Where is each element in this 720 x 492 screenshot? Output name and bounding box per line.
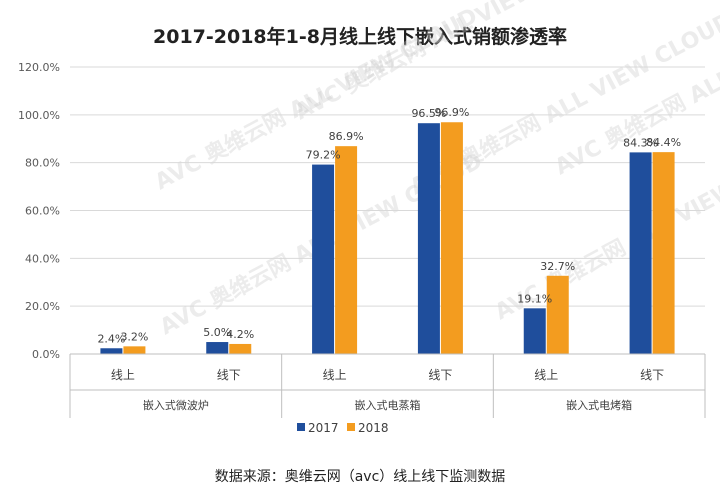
labels-layer: 2.4%3.2% 5.0%4.2% 79.2% 86.9% 96.5%96.9% 19.1… xyxy=(97,106,681,345)
bar-2017-1 xyxy=(206,342,229,354)
data-label-2017-3: 96.5% xyxy=(411,107,446,120)
bars-layer xyxy=(100,122,675,355)
x-tick-label-1: 线下 xyxy=(217,368,241,382)
data-label-2018-5: 84.4% xyxy=(646,136,681,149)
y-tick-label-2: 40.0% xyxy=(25,252,60,265)
chart-title: 2017-2018年1-8月线上线下嵌入式销额渗透率 xyxy=(153,26,567,48)
group-label-2: 嵌入式电烤箱 xyxy=(566,398,632,412)
legend-label-2018: 2018 xyxy=(358,421,389,435)
grid-layer xyxy=(70,66,705,307)
y-tick-label-6: 120.0% xyxy=(18,61,60,74)
bar-2017-0 xyxy=(100,348,123,354)
data-label-2017-1: 5.0% xyxy=(203,326,231,339)
bar-2017-3 xyxy=(417,123,440,355)
bar-2018-5 xyxy=(652,152,675,354)
data-label-2018-0: 3.2% xyxy=(120,330,148,343)
axis-layer: 0.0% 20.0% 40.0% 60.0% 80.0% 100.0% 120.0% 线上 线下… xyxy=(18,61,706,418)
data-label-2018-4: 32.7% xyxy=(540,260,575,273)
y-tick-label-5: 100.0% xyxy=(18,109,60,122)
bar-2018-1 xyxy=(229,343,252,354)
data-label-2017-2: 79.2% xyxy=(306,149,341,162)
legend-swatch-2018 xyxy=(347,423,355,431)
legend-swatch-2017 xyxy=(297,423,305,431)
y-tick-label-4: 80.0% xyxy=(25,157,60,170)
x-tick-label-4: 线上 xyxy=(534,368,558,382)
data-label-2017-0: 2.4% xyxy=(97,332,125,345)
data-label-2018-1: 4.2% xyxy=(226,328,254,341)
bar-2018-0 xyxy=(123,346,146,354)
bar-2018-4 xyxy=(546,275,569,354)
group-label-0: 嵌入式微波炉 xyxy=(143,398,209,412)
data-label-2018-3: 96.9% xyxy=(434,106,469,119)
group-label-1: 嵌入式电蒸箱 xyxy=(355,398,421,412)
bar-2017-4 xyxy=(523,308,546,354)
x-tick-label-0: 线上 xyxy=(111,368,135,382)
y-tick-label-3: 60.0% xyxy=(25,205,60,218)
bar-2017-5 xyxy=(629,152,652,354)
data-label-2017-5: 84.3% xyxy=(623,136,658,149)
y-tick-label-0: 0.0% xyxy=(32,348,60,361)
x-tick-label-2: 线上 xyxy=(323,368,347,382)
data-label-2017-4: 19.1% xyxy=(517,292,552,305)
source-note: 数据来源：奥维云网（avc）线上线下监测数据 xyxy=(214,469,506,485)
x-tick-label-5: 线下 xyxy=(640,368,664,382)
legend-label-2017: 2017 xyxy=(308,421,339,435)
bar-2017-2 xyxy=(312,164,335,354)
legend: 2017 2018 xyxy=(297,421,389,435)
data-label-2018-2: 86.9% xyxy=(329,130,364,143)
bar-2018-2 xyxy=(335,146,358,354)
y-tick-label-1: 20.0% xyxy=(25,300,60,313)
x-tick-label-3: 线下 xyxy=(428,368,452,382)
bar-2018-3 xyxy=(440,122,463,354)
